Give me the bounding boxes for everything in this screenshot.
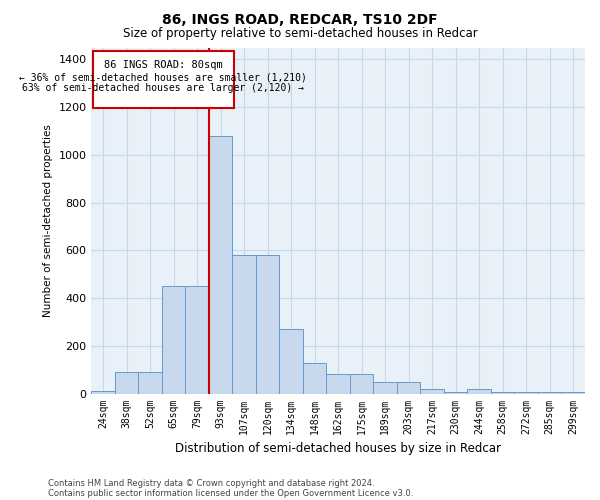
Bar	[139, 372, 162, 394]
Bar	[444, 392, 467, 394]
Bar	[162, 286, 185, 394]
Bar	[491, 392, 514, 394]
Y-axis label: Number of semi-detached properties: Number of semi-detached properties	[43, 124, 53, 317]
Bar	[326, 374, 350, 394]
Bar	[91, 391, 115, 394]
Bar	[538, 392, 562, 394]
Bar	[467, 389, 491, 394]
Bar	[562, 392, 585, 394]
Bar	[185, 286, 209, 394]
Bar	[514, 392, 538, 394]
Bar	[280, 329, 303, 394]
Text: Contains HM Land Registry data © Crown copyright and database right 2024.: Contains HM Land Registry data © Crown c…	[48, 478, 374, 488]
Text: ← 36% of semi-detached houses are smaller (1,210): ← 36% of semi-detached houses are smalle…	[19, 72, 307, 82]
Bar	[256, 255, 280, 394]
Bar	[303, 362, 326, 394]
Bar	[209, 136, 232, 394]
Bar	[115, 372, 139, 394]
Bar	[232, 255, 256, 394]
Bar	[397, 382, 421, 394]
Text: Contains public sector information licensed under the Open Government Licence v3: Contains public sector information licen…	[48, 488, 413, 498]
Text: 63% of semi-detached houses are larger (2,120) →: 63% of semi-detached houses are larger (…	[22, 84, 304, 94]
Bar	[373, 382, 397, 394]
Bar	[421, 389, 444, 394]
Bar	[350, 374, 373, 394]
Text: 86 INGS ROAD: 80sqm: 86 INGS ROAD: 80sqm	[104, 60, 223, 70]
X-axis label: Distribution of semi-detached houses by size in Redcar: Distribution of semi-detached houses by …	[175, 442, 501, 455]
FancyBboxPatch shape	[92, 51, 233, 108]
Text: 86, INGS ROAD, REDCAR, TS10 2DF: 86, INGS ROAD, REDCAR, TS10 2DF	[162, 12, 438, 26]
Text: Size of property relative to semi-detached houses in Redcar: Size of property relative to semi-detach…	[122, 28, 478, 40]
